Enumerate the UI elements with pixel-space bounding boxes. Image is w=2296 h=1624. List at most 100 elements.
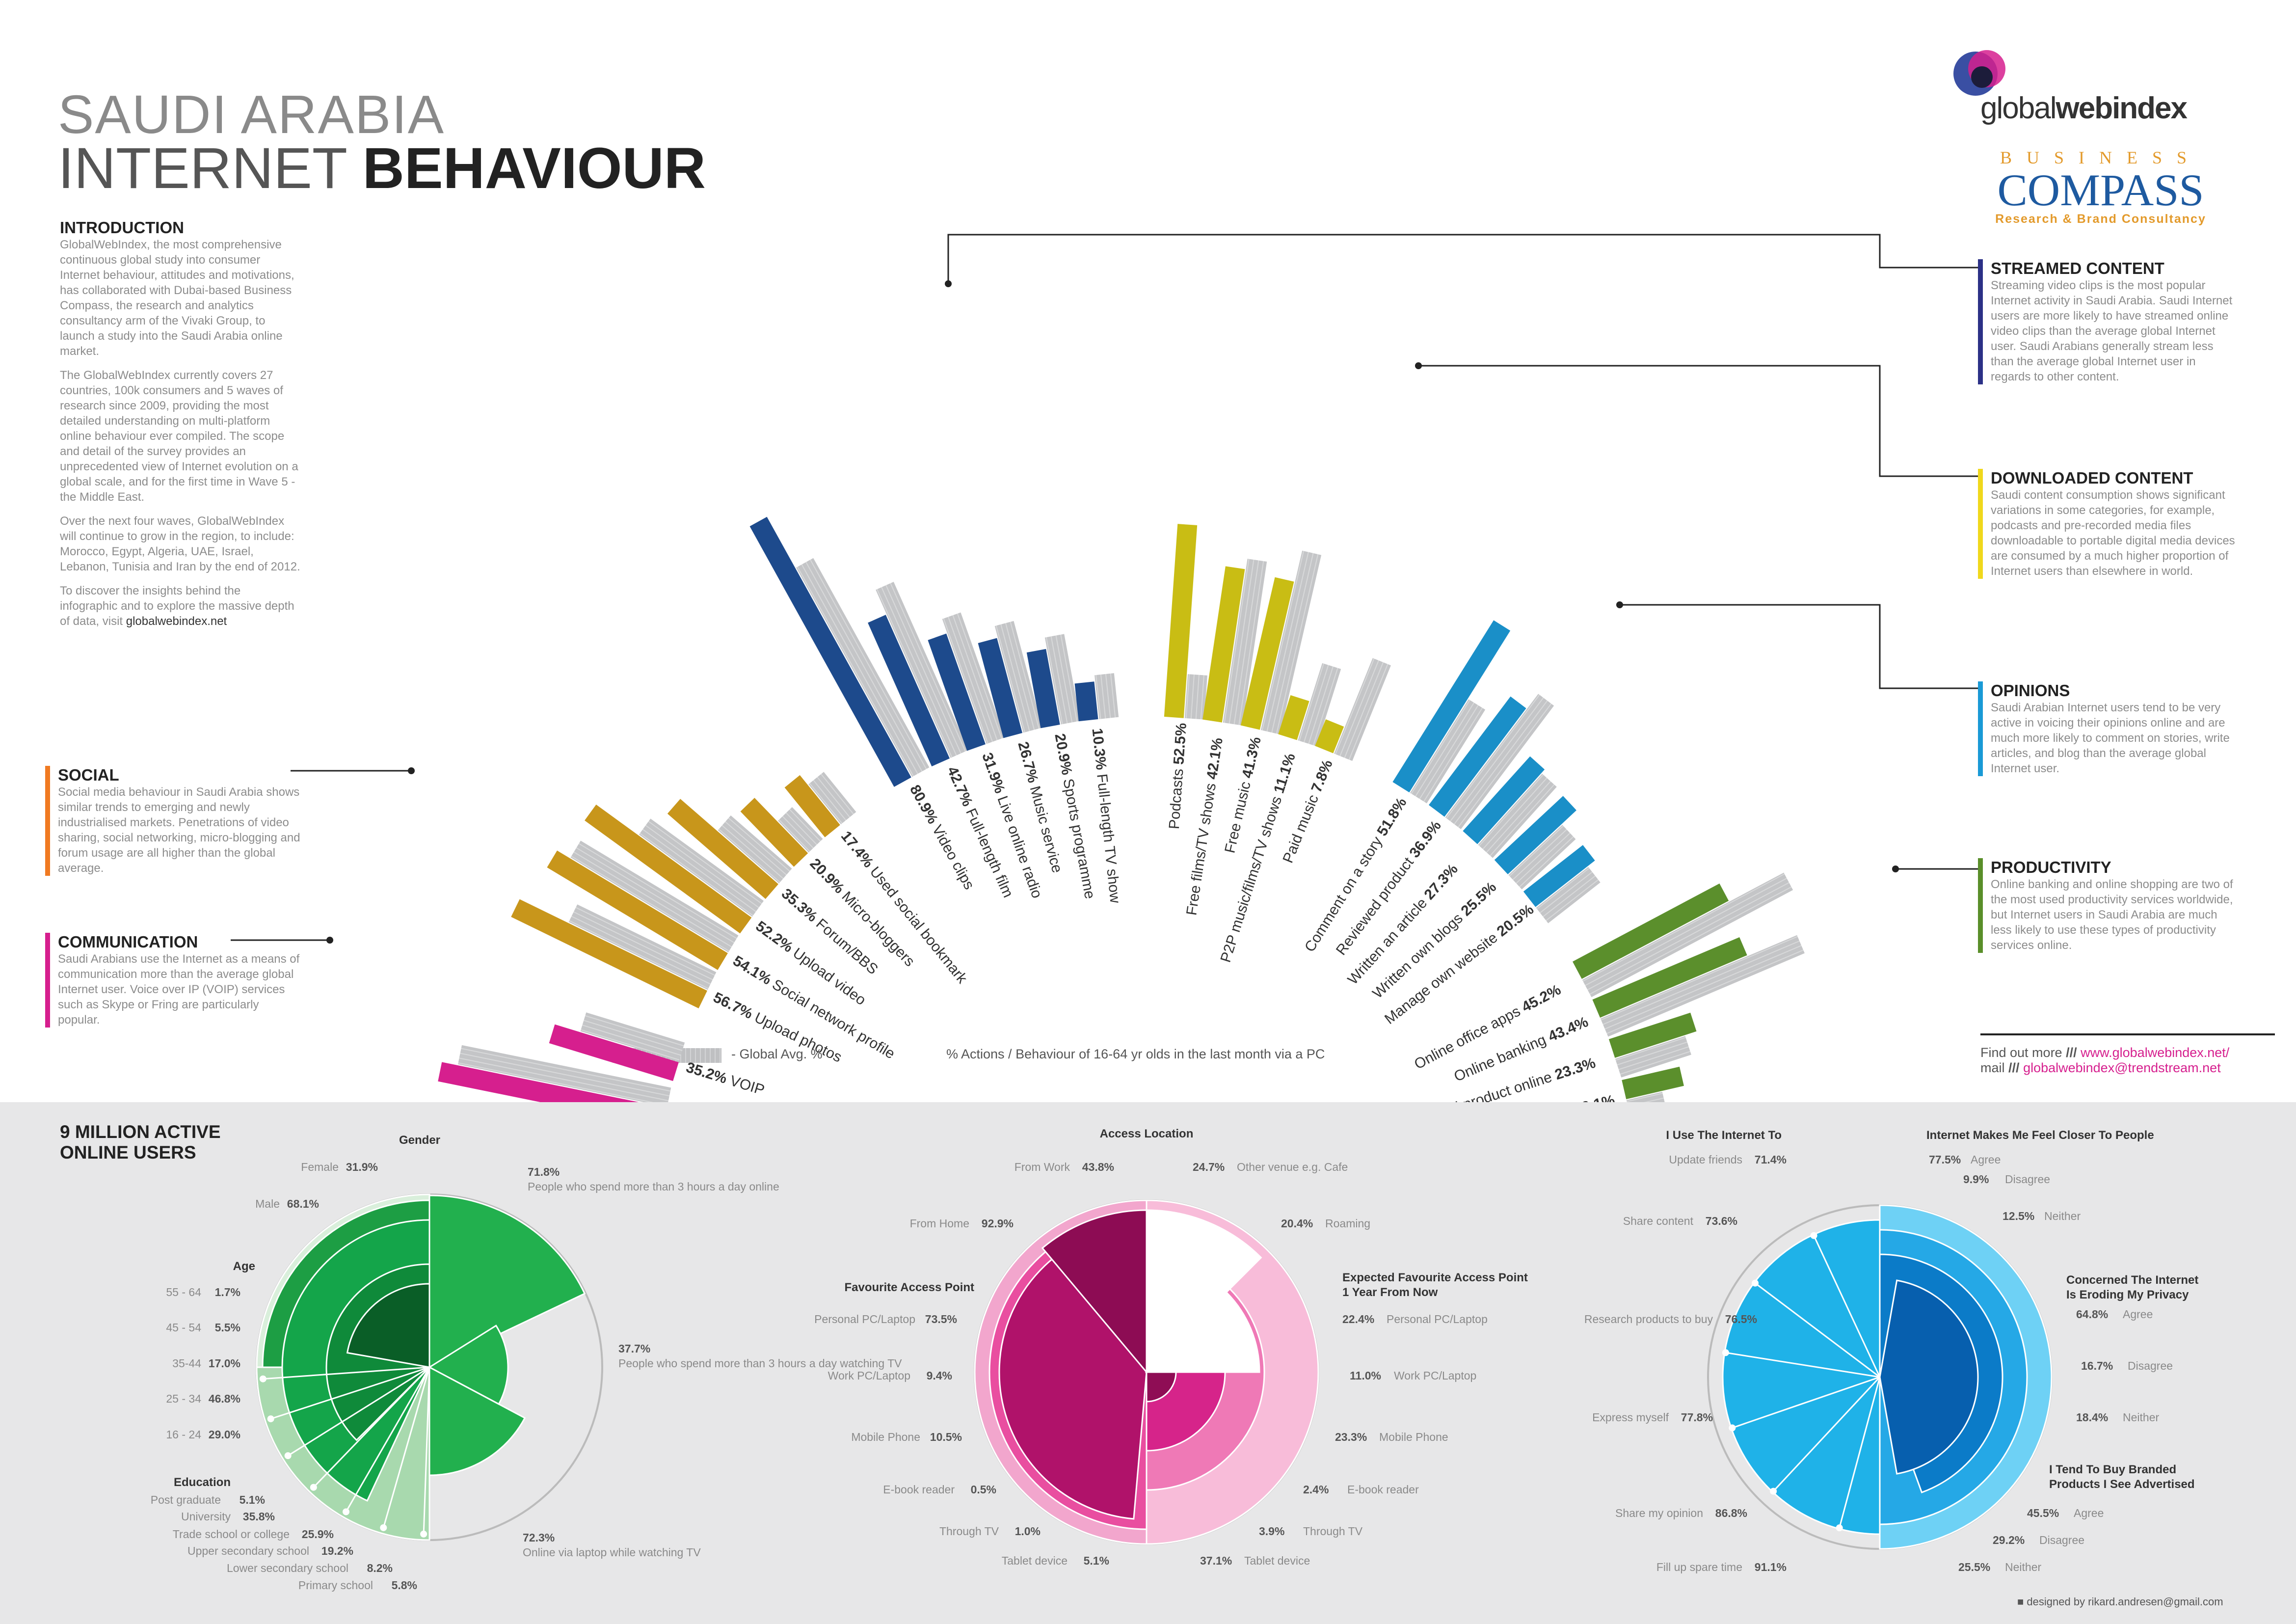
- expected-label: E-book reader: [1347, 1483, 1419, 1496]
- age-value: 17.0%: [209, 1357, 240, 1370]
- online-3h-wedge: [428, 1194, 586, 1369]
- age-label: 25 - 34: [166, 1392, 201, 1405]
- leader-dot: [1836, 1524, 1843, 1532]
- expected-label: Tablet device: [1244, 1554, 1310, 1567]
- value-bar: [1392, 620, 1511, 793]
- expected-title-2: 1 Year From Now: [1342, 1286, 1438, 1299]
- leader-line: [423, 1367, 430, 1534]
- expected-label: Work PC/Laptop: [1394, 1369, 1476, 1382]
- access-label: Roaming: [1325, 1217, 1370, 1230]
- social-body: Social media behaviour in Saudi Arabia s…: [58, 785, 300, 875]
- use-label: Share my opinion: [1615, 1507, 1703, 1519]
- findout-url[interactable]: www.globalwebindex.net/: [2081, 1045, 2230, 1060]
- education-label: Post graduate: [151, 1493, 221, 1506]
- intro-link[interactable]: globalwebindex.net: [126, 615, 227, 628]
- leader-line: [382, 1367, 430, 1528]
- use-label: Research products to buy: [1584, 1313, 1713, 1326]
- global-avg-bar: [580, 1012, 685, 1061]
- opinion-core: [1879, 1279, 1979, 1475]
- usage-value: 72.3%: [523, 1531, 555, 1544]
- gwi-logo-text: globalwebindex: [1980, 91, 2188, 125]
- closer-value: 77.5%: [1929, 1153, 1961, 1166]
- favourite-value: 0.5%: [971, 1483, 996, 1496]
- expected-value: 23.3%: [1335, 1431, 1367, 1443]
- privacy-label: Agree: [2123, 1308, 2153, 1321]
- value-bar: [978, 638, 1023, 738]
- use-title: I Use The Internet To: [1666, 1129, 1782, 1142]
- global-avg-bar: [942, 612, 1005, 744]
- access-value: 20.4%: [1281, 1217, 1313, 1230]
- brand-value: 45.5%: [2027, 1507, 2059, 1519]
- education-label: University: [181, 1510, 231, 1523]
- leader-line: [1773, 1376, 1881, 1492]
- top-panel: [0, 0, 2296, 1102]
- value-bar: [1278, 695, 1309, 740]
- other-venue: [1146, 1209, 1262, 1374]
- downloaded-heading: DOWNLOADED CONTENT: [1991, 469, 2193, 487]
- global-avg-bar: [1334, 658, 1391, 761]
- education-value: 25.9%: [302, 1528, 334, 1541]
- users-title-line1: 9 MILLION ACTIVE: [60, 1122, 221, 1142]
- expected-value: 37.1%: [1200, 1554, 1232, 1567]
- findout-label: Find out more: [1980, 1045, 2062, 1060]
- value-bar: [547, 850, 728, 970]
- communication-section: COMMUNICATION Saudi Arabians use the Int…: [45, 933, 303, 1028]
- gender-title: Gender: [399, 1134, 440, 1147]
- radial-bar-group: Manage own website 20.5%: [1382, 845, 1601, 1028]
- value-bar: [740, 798, 808, 867]
- communication-heading: COMMUNICATION: [58, 933, 198, 951]
- brand-label: Neither: [2005, 1561, 2041, 1573]
- use-value: 86.8%: [1715, 1507, 1747, 1519]
- value-bar: [667, 799, 778, 899]
- favourite-label: Tablet device: [1002, 1554, 1068, 1567]
- value-bar: [1622, 1066, 1684, 1099]
- bar-label: 56.7% Upload photos: [711, 989, 844, 1065]
- leader-dot: [310, 1484, 317, 1491]
- privacy-value: 64.8%: [2076, 1308, 2108, 1321]
- global-avg-bar: [1536, 866, 1601, 923]
- gender-label: Female: [301, 1161, 339, 1173]
- tv-3h-wedge: [428, 1325, 509, 1406]
- age-value: 5.5%: [215, 1321, 240, 1334]
- value-bar: [868, 615, 950, 767]
- use-value: 91.1%: [1755, 1561, 1787, 1573]
- leader-dot: [267, 1415, 274, 1423]
- closer-label: Agree: [1971, 1153, 2001, 1166]
- age-title: Age: [233, 1260, 255, 1273]
- find-out-more: Find out more /// www.globalwebindex.net…: [1980, 1033, 2275, 1076]
- roaming: [1145, 1291, 1260, 1373]
- expected-value: 3.9%: [1259, 1525, 1284, 1538]
- intro-section: INTRODUCTION GlobalWebIndex, the most co…: [60, 218, 300, 629]
- expected-label: Through TV: [1303, 1525, 1363, 1538]
- privacy-label: Disagree: [2128, 1359, 2173, 1372]
- value-bar: [1026, 649, 1060, 729]
- leader-dot: [1752, 1279, 1759, 1287]
- use-value: 71.4%: [1755, 1153, 1787, 1166]
- use-label: Fill up spare time: [1656, 1561, 1742, 1573]
- use-label: Express myself: [1592, 1411, 1669, 1424]
- bar-label: 35.2% VOIP: [684, 1059, 767, 1099]
- value-bar: [549, 1024, 679, 1082]
- streamed-heading: STREAMED CONTENT: [1991, 259, 2164, 277]
- value-bar: [1573, 883, 1729, 979]
- usage-value: 71.8%: [528, 1165, 560, 1178]
- title-bold: BEHAVIOUR: [362, 136, 706, 201]
- brand-label: Agree: [2074, 1507, 2104, 1519]
- education-label: Trade school or college: [173, 1528, 290, 1541]
- use-wedges: [1722, 1219, 1881, 1535]
- bc-tagline: Research & Brand Consultancy: [1995, 212, 2206, 226]
- access-value: 24.7%: [1193, 1161, 1225, 1173]
- mail-link[interactable]: globalwebindex@trendstream.net: [2023, 1060, 2221, 1075]
- intro-p4: To discover the insights behind the info…: [60, 584, 294, 628]
- global-avg-bar: [458, 1045, 671, 1102]
- leader-line: [1725, 1352, 1880, 1378]
- page-subtitle: SAUDI ARABIA: [58, 84, 445, 145]
- closer-value: 9.9%: [1963, 1173, 1989, 1186]
- brand-value: 25.5%: [1958, 1561, 1990, 1573]
- value-bar: [749, 516, 911, 787]
- value-bar: [1523, 845, 1595, 907]
- chart-caption: % Actions / Behaviour of 16-64 yr olds i…: [946, 1047, 1325, 1061]
- favourite-value: 73.5%: [925, 1313, 957, 1326]
- global-avg-bar: [639, 818, 764, 917]
- usage-label: People who spend more than 3 hours a day…: [618, 1357, 902, 1370]
